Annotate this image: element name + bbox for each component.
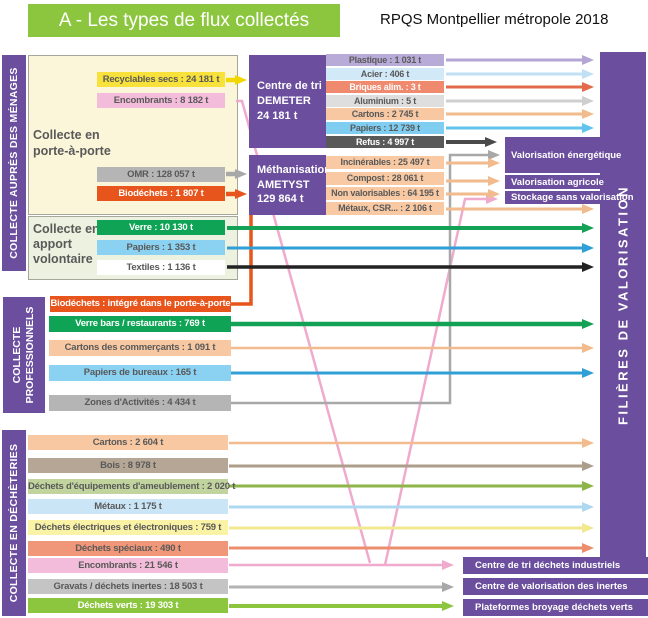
chip-compost: Compost : 28 061 t <box>326 172 444 185</box>
chip-incinerables: Incinérables : 25 497 t <box>326 156 444 169</box>
chip-plastique: Plastique : 1 031 t <box>326 54 444 66</box>
flow-zones-activites-line <box>231 150 500 405</box>
chip-cartons-demeter: Cartons : 2 745 t <box>326 108 444 120</box>
stockage-sans-valorisation-box: Stockage sans valorisation <box>505 191 634 204</box>
chip-refus: Refus : 4 997 t <box>326 136 444 148</box>
plateformes-broyage-box: Plateformes broyage déchets verts <box>463 599 648 616</box>
chip-papiers-bureaux: Papiers de bureaux : 165 t <box>49 365 231 381</box>
flow-encombrants-menages-line <box>236 99 372 564</box>
filieres-bar-label: FILIÈRES DE VALORISATION <box>615 184 630 426</box>
chip-encombrants-dech: Encombrants : 21 546 t <box>28 558 228 573</box>
chip-omr: OMR : 128 057 t <box>97 167 225 182</box>
chip-cartons-commercants: Cartons des commerçants : 1 091 t <box>49 340 231 356</box>
chip-textiles: Textiles : 1 136 t <box>97 260 225 275</box>
valorisation-agricole-box: Valorisation agricole <box>505 175 604 189</box>
flow-biodechets-integre-elbow <box>231 194 253 306</box>
sidebar-menages-label: COLLECTE AUPRÈS DES MÉNAGES <box>8 67 20 259</box>
sidebar-professionnels <box>3 297 45 413</box>
chip-aluminium: Aluminium : 5 t <box>326 95 444 107</box>
chip-acier: Acier : 406 t <box>326 68 444 80</box>
chip-recyclables-secs: Recyclables secs : 24 181 t <box>97 72 225 87</box>
chip-cartons-dech: Cartons : 2 604 t <box>28 435 228 450</box>
chip-verre: Verre : 10 130 t <box>97 220 225 235</box>
sidebar-menages <box>2 55 26 271</box>
chip-metaux-dech: Métaux : 1 175 t <box>28 499 228 514</box>
chip-electriques: Déchets électriques et électroniques : 7… <box>28 520 228 535</box>
chip-ameublement: Déchets d'équipements d'ameublement : 2 … <box>28 479 236 494</box>
chip-biodechets-integre: Biodéchets : intégré dans le porte-à-por… <box>50 296 231 312</box>
chip-biodechets-menages: Biodéchets : 1 807 t <box>97 186 225 201</box>
chip-non-valorisables: Non valorisables : 64 195 t <box>326 187 444 200</box>
chip-bois: Bois : 8 978 t <box>28 458 228 473</box>
chip-gravats: Gravats / déchets inertes : 18 503 t <box>28 579 228 594</box>
chip-briques: Briques alim. : 3 t <box>326 81 444 93</box>
porte-a-porte-title: Collecte en porte-à-porte <box>33 128 111 158</box>
chip-speciaux: Déchets spéciaux : 490 t <box>28 541 228 556</box>
chip-papiers-av: Papiers : 1 353 t <box>97 240 225 255</box>
chip-dechets-verts: Déchets verts : 19 303 t <box>28 598 228 613</box>
centre-tri-demeter-box: Centre de tri DEMETER 24 181 t <box>249 55 326 148</box>
methanisation-ametyst-box: Méthanisation AMETYST 129 864 t <box>249 155 331 215</box>
chip-metaux-csr: Métaux, CSR... : 2 106 t <box>326 202 444 215</box>
sidebar-decheteries <box>2 430 26 616</box>
page-title: A - Les types de flux collectés <box>28 4 340 37</box>
chip-encombrants-menages: Encombrants : 8 182 t <box>97 93 225 108</box>
chip-papiers-demeter: Papiers : 12 739 t <box>326 122 444 134</box>
sidebar-professionnels-label: COLLECTE PROFESSIONNELS <box>10 306 36 404</box>
chip-verre-bars: Verre bars / restaurants : 769 t <box>49 316 231 332</box>
centre-tri-industriels-box: Centre de tri déchets industriels <box>463 557 648 574</box>
chip-zones-activites: Zones d'Activités : 4 434 t <box>49 395 231 411</box>
centre-valorisation-inertes-box: Centre de valorisation des inertes <box>463 578 648 595</box>
filieres-bar <box>600 52 646 557</box>
report-subtitle: RPQS Montpellier métropole 2018 <box>380 11 609 28</box>
valorisation-energetique-box: Valorisation énergétique <box>505 137 621 173</box>
apport-volontaire-title: Collecte en apport volontaire <box>33 222 100 266</box>
sidebar-decheteries-label: COLLECTE EN DÉCHÈTERIES <box>8 443 20 603</box>
